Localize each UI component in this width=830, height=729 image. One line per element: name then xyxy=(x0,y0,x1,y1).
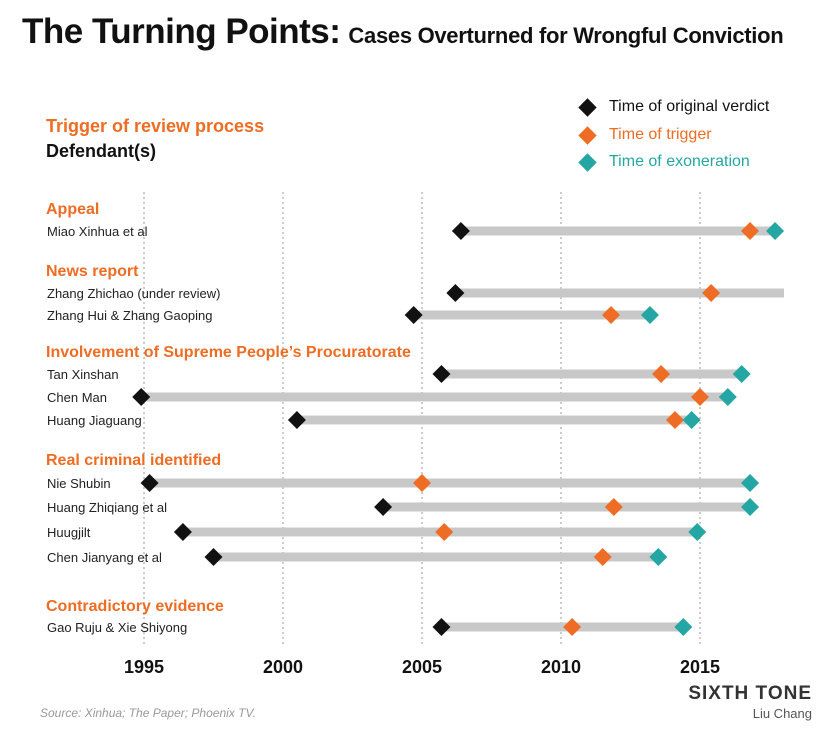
verdict-marker xyxy=(446,284,465,302)
legend-item-trigger: Time of trigger xyxy=(578,123,712,147)
verdict-marker xyxy=(140,474,159,492)
defendant-label: Zhang Hui & Zhang Gaoping xyxy=(47,308,213,323)
legend-label-trigger: Time of trigger xyxy=(609,126,712,143)
trigger-marker xyxy=(741,222,760,240)
defendant-label: Chen Jianyang et al xyxy=(47,550,162,565)
category-label: News report xyxy=(46,263,139,280)
title-subtitle: Cases Overturned for Wrongful Conviction xyxy=(348,23,784,48)
verdict-marker xyxy=(451,222,470,240)
legend-marker-exoneration xyxy=(578,152,597,172)
legend-item-exoneration: Time of exoneration xyxy=(578,150,750,174)
defendant-label: Chen Man xyxy=(47,390,107,405)
trigger-marker xyxy=(413,474,431,492)
exoneration-marker xyxy=(718,388,737,406)
trigger-marker xyxy=(435,523,454,541)
verdict-marker xyxy=(204,548,223,566)
defendant-column-heading: Defendant(s) xyxy=(46,141,157,161)
exoneration-marker xyxy=(640,306,659,324)
defendant-label: Huang Zhiqiang et al xyxy=(47,500,167,515)
legend-label-exoneration: Time of exoneration xyxy=(609,153,750,170)
trigger-marker xyxy=(563,618,582,636)
verdict-marker xyxy=(374,498,393,516)
x-tick-label: 2010 xyxy=(541,657,581,677)
exoneration-marker xyxy=(732,365,751,383)
legend-marker-trigger xyxy=(578,125,597,145)
category-label: Involvement of Supreme People’s Procurat… xyxy=(46,344,411,361)
trigger-column-heading: Trigger of review process xyxy=(46,116,265,136)
trigger-marker xyxy=(691,388,709,406)
defendant-label: Nie Shubin xyxy=(47,476,111,491)
exoneration-marker xyxy=(741,474,760,492)
verdict-marker xyxy=(287,411,306,429)
defendant-label: Zhang Zhichao (under review) xyxy=(47,286,220,301)
trigger-marker xyxy=(665,411,684,429)
legend-label-verdict: Time of original verdict xyxy=(609,98,770,115)
exoneration-marker xyxy=(682,411,701,429)
trigger-marker xyxy=(702,284,721,302)
defendant-label: Gao Ruju & Xie Shiyong xyxy=(47,620,187,635)
verdict-marker xyxy=(432,618,451,636)
defendant-label: Huugjilt xyxy=(47,525,91,540)
x-tick-label: 2015 xyxy=(680,657,720,677)
trigger-marker xyxy=(652,365,671,383)
source-note: Source: Xinhua; The Paper; Phoenix TV. xyxy=(40,706,256,720)
legend-marker-verdict xyxy=(578,97,597,117)
x-tick-label: 1995 xyxy=(124,657,164,677)
category-label: Appeal xyxy=(46,201,99,218)
verdict-marker xyxy=(132,388,151,406)
verdict-marker xyxy=(404,306,423,324)
trigger-marker xyxy=(604,498,623,516)
title-main: The Turning Points: xyxy=(22,12,341,51)
exoneration-marker xyxy=(766,222,785,240)
exoneration-marker xyxy=(674,618,693,636)
category-label: Contradictory evidence xyxy=(46,598,224,615)
x-tick-label: 2005 xyxy=(402,657,442,677)
trigger-marker xyxy=(593,548,612,566)
verdict-marker xyxy=(432,365,451,383)
defendant-label: Tan Xinshan xyxy=(47,367,119,382)
verdict-marker xyxy=(173,523,192,541)
category-label: Real criminal identified xyxy=(46,452,221,469)
chart-title: The Turning Points: Cases Overturned for … xyxy=(22,12,784,52)
exoneration-marker xyxy=(688,523,707,541)
exoneration-marker xyxy=(649,548,668,566)
x-tick-label: 2000 xyxy=(263,657,303,677)
trigger-marker xyxy=(602,306,621,324)
author-credit: Liu Chang xyxy=(752,706,812,721)
defendant-label: Miao Xinhua et al xyxy=(47,224,148,239)
defendant-label: Huang Jiaguang xyxy=(47,413,142,428)
legend-item-verdict: Time of original verdict xyxy=(578,95,769,119)
brand-logo: SIXTH TONE xyxy=(688,683,812,704)
exoneration-marker xyxy=(741,498,760,516)
